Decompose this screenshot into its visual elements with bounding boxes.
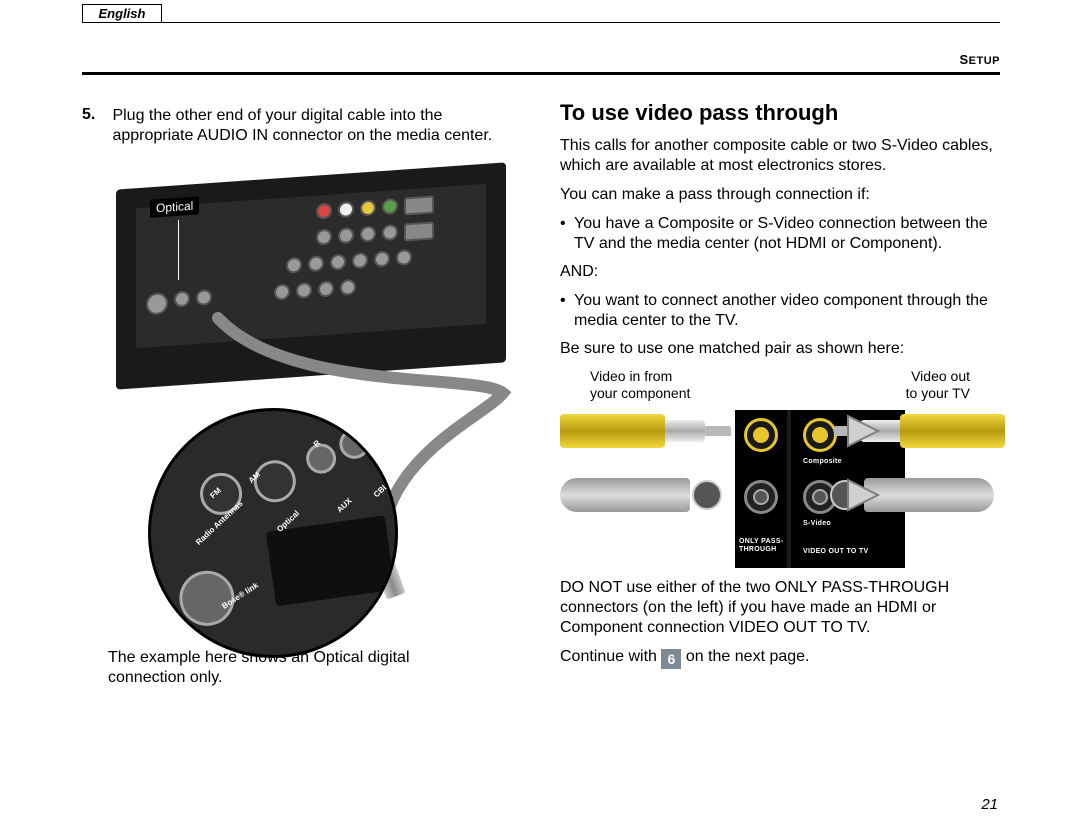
port-icon xyxy=(360,225,376,242)
port-icon xyxy=(360,199,376,216)
port-icon xyxy=(304,442,338,476)
match-text: Be sure to use one matched pair as shown… xyxy=(560,339,1000,359)
magnifier-view: Radio Antennas FM AM Optical Bose® link … xyxy=(148,408,398,658)
section-rule xyxy=(82,72,1000,75)
step-number: 5. xyxy=(82,106,108,124)
port-icon xyxy=(286,257,302,274)
svideo-cable-right-icon xyxy=(860,478,1025,512)
port-icon xyxy=(251,458,298,505)
bullet-2: • You want to connect another video comp… xyxy=(560,291,1000,331)
port-icon xyxy=(318,280,334,297)
heading-passthrough: To use video pass through xyxy=(560,100,1000,126)
port-icon xyxy=(196,289,212,306)
language-tab: English xyxy=(82,4,162,22)
intro-text: This calls for another composite cable o… xyxy=(560,136,1000,176)
condition-lead: You can make a pass through connection i… xyxy=(560,185,1000,205)
port-icon xyxy=(338,201,354,218)
bullet-icon: • xyxy=(560,214,574,254)
step-text: Plug the other end of your digital cable… xyxy=(112,106,512,146)
callout-optical: Optical xyxy=(150,196,199,217)
port-icon xyxy=(382,198,398,215)
jack-composite-in-icon xyxy=(744,418,778,452)
label-only-passthrough: ONLY PASS-THROUGH xyxy=(739,538,785,553)
bullet-text: You want to connect another video compon… xyxy=(574,291,1000,331)
port-icon xyxy=(404,221,434,241)
label-video-in: Video in fromyour component xyxy=(590,368,690,402)
step-chip: 6 xyxy=(661,649,681,669)
port-icon xyxy=(174,290,190,307)
section-text: SETUP xyxy=(959,52,1000,67)
label-video-out-tv: VIDEO OUT TO TV xyxy=(803,548,868,555)
warning-text: DO NOT use either of the two ONLY PASS-T… xyxy=(560,578,1000,638)
port-icon xyxy=(382,224,398,241)
port-icon xyxy=(352,252,368,269)
label-svideo: S-Video xyxy=(803,520,831,527)
label: AUX xyxy=(335,496,353,514)
port-icon xyxy=(330,254,346,271)
port-icon xyxy=(316,203,332,220)
jack-svideo-in-icon xyxy=(744,480,778,514)
port-icon xyxy=(274,283,290,300)
jack-composite-out-icon xyxy=(803,418,837,452)
port-icon xyxy=(338,227,354,244)
step-row: 5. Plug the other end of your digital ca… xyxy=(82,106,520,146)
page-number: 21 xyxy=(981,796,998,813)
port-icon xyxy=(316,229,332,246)
port-icon xyxy=(396,249,412,266)
bullet-text: You have a Composite or S-Video connecti… xyxy=(574,214,1000,254)
right-column: To use video pass through This calls for… xyxy=(560,100,1000,678)
label: CBL•SAT xyxy=(372,469,398,499)
port-icon xyxy=(340,279,356,296)
and-text: AND: xyxy=(560,262,1000,282)
figure-passthrough: Video in fromyour component Video outto … xyxy=(560,368,970,568)
label-composite: Composite xyxy=(803,458,842,465)
port-icon xyxy=(404,195,434,215)
callout-line xyxy=(178,220,179,280)
section-label: SETUP xyxy=(959,52,1000,67)
rca-cable-left-icon xyxy=(560,414,725,448)
rca-cable-right-icon xyxy=(860,414,1025,448)
port-icon xyxy=(374,250,390,267)
svideo-cable-left-icon xyxy=(560,478,725,512)
port-icon xyxy=(296,282,312,299)
label-video-out: Video outto your TV xyxy=(906,368,970,402)
figure-optical-connection: Optical Radio Antennas FM AM Optical Bos… xyxy=(108,158,513,638)
tab-rule xyxy=(82,22,1000,23)
left-column: 5. Plug the other end of your digital ca… xyxy=(82,106,520,688)
bullet-icon: • xyxy=(560,291,574,331)
port-icon xyxy=(146,292,168,316)
continue-text: Continue with 6 on the next page. xyxy=(560,647,1000,669)
port-icon xyxy=(308,255,324,272)
bullet-1: • You have a Composite or S-Video connec… xyxy=(560,214,1000,254)
port-icon xyxy=(337,427,371,461)
